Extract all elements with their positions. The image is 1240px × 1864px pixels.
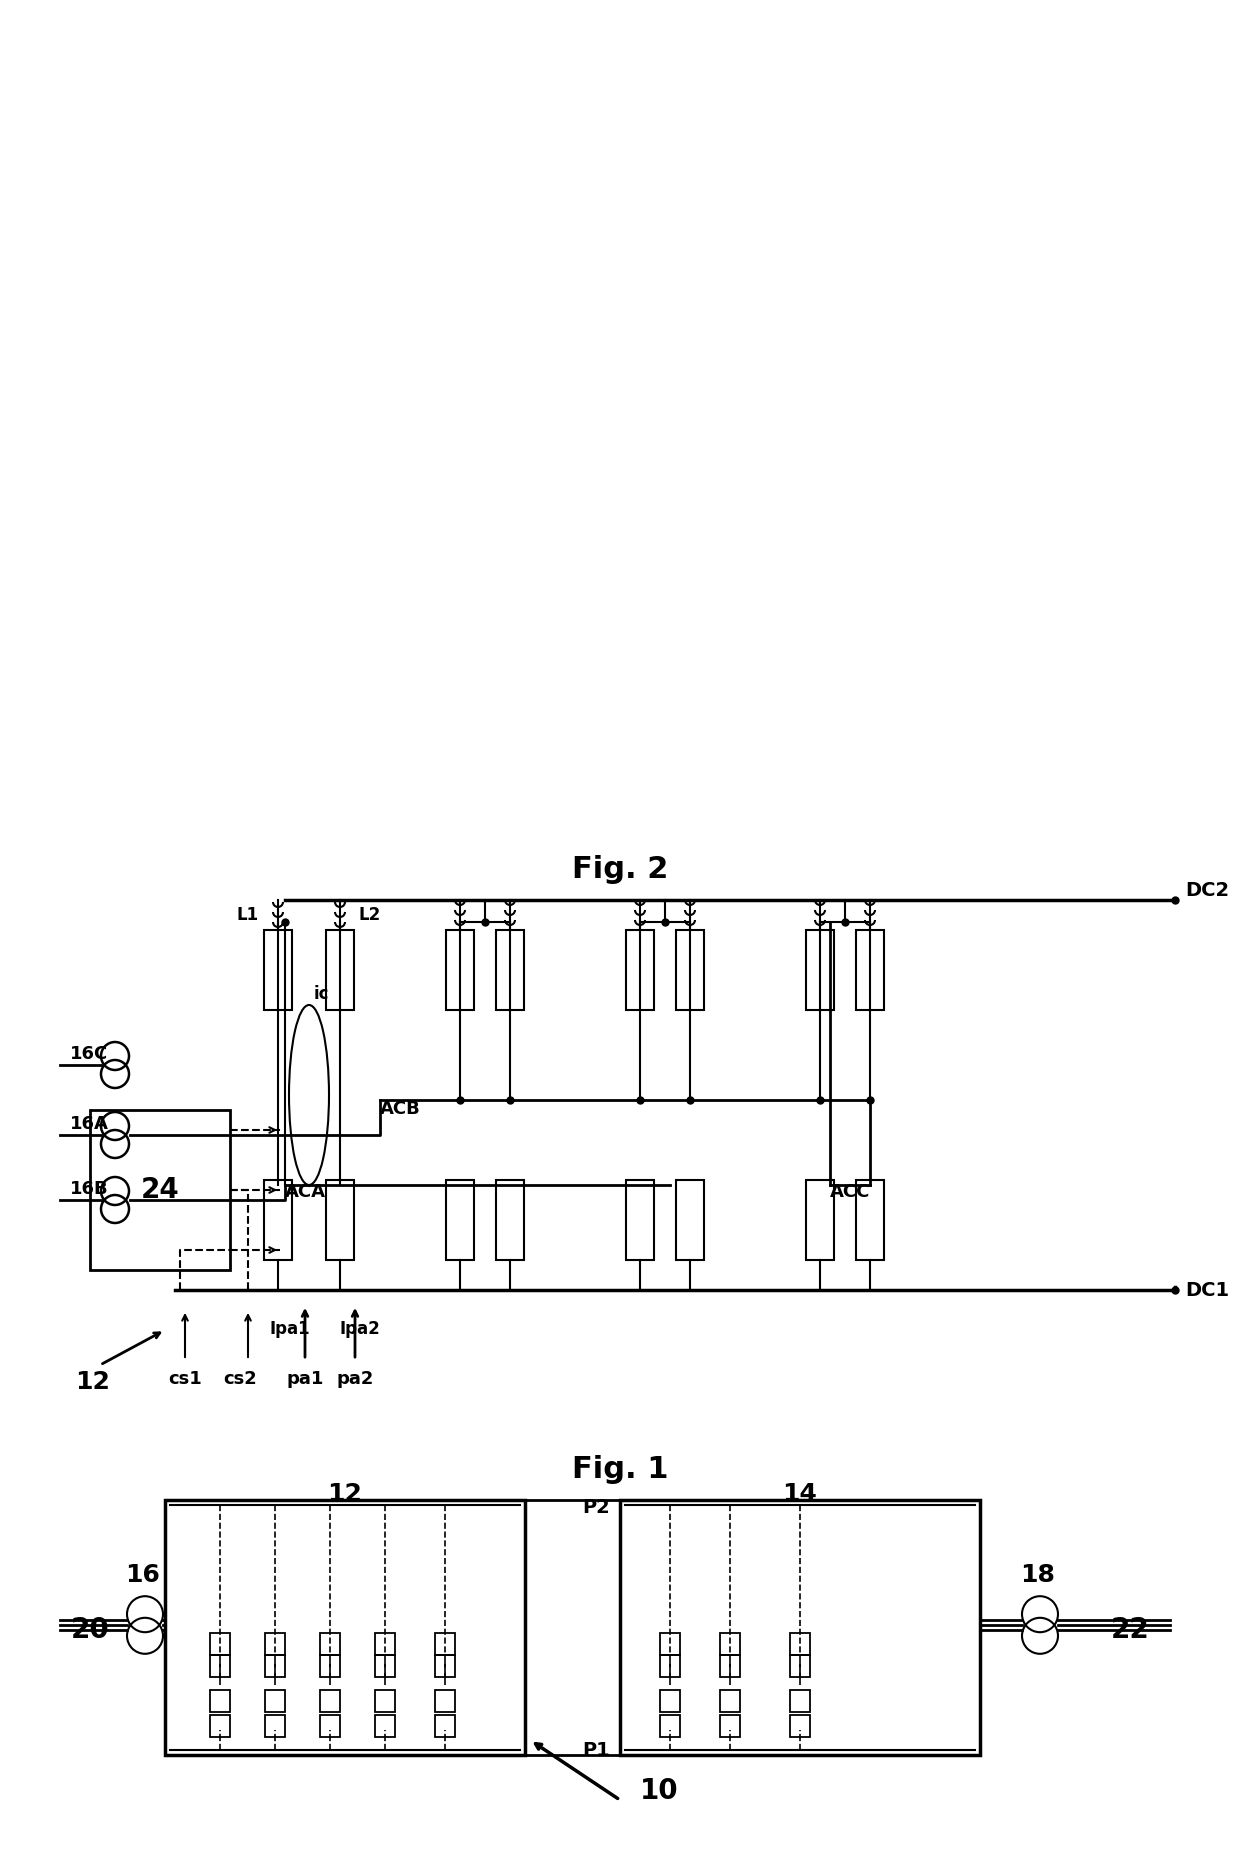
Bar (676, 1180, 704, 1260)
Text: 16: 16 (125, 1564, 160, 1586)
Bar (720, 1715, 740, 1737)
Bar (320, 1691, 340, 1711)
Text: P2: P2 (583, 1499, 610, 1517)
Bar (806, 930, 835, 1010)
Bar (374, 1633, 396, 1655)
Bar (265, 1655, 285, 1676)
Text: 16B: 16B (69, 1180, 109, 1199)
Bar (265, 1691, 285, 1711)
Bar (626, 930, 653, 1010)
Text: ACB: ACB (379, 1100, 420, 1118)
Bar (265, 1715, 285, 1737)
Bar (790, 1633, 810, 1655)
Bar (210, 1691, 229, 1711)
Bar (435, 1691, 455, 1711)
Bar (326, 1180, 353, 1260)
Text: DC2: DC2 (1185, 882, 1229, 900)
Bar (210, 1715, 229, 1737)
Bar (320, 1655, 340, 1676)
Text: 14: 14 (782, 1482, 817, 1506)
Bar (856, 1180, 884, 1260)
Text: 12: 12 (74, 1370, 110, 1394)
Bar (676, 930, 704, 1010)
Bar (496, 1180, 525, 1260)
Bar (374, 1655, 396, 1676)
Bar (660, 1691, 680, 1711)
Text: Fig. 2: Fig. 2 (572, 856, 668, 884)
Bar (720, 1633, 740, 1655)
Bar (264, 1180, 291, 1260)
Bar (264, 930, 291, 1010)
Text: L1: L1 (237, 906, 259, 925)
Bar (660, 1655, 680, 1676)
Text: cs1: cs1 (169, 1370, 202, 1389)
Bar (790, 1691, 810, 1711)
Text: ic: ic (314, 984, 330, 1003)
Text: L2: L2 (360, 906, 381, 925)
Bar (790, 1715, 810, 1737)
Text: Ipa1: Ipa1 (269, 1320, 310, 1338)
Text: 16C: 16C (69, 1046, 108, 1062)
Text: 10: 10 (640, 1776, 678, 1804)
Text: pa1: pa1 (286, 1370, 324, 1389)
Bar (496, 930, 525, 1010)
Text: ACA: ACA (285, 1184, 326, 1200)
Bar (91, 1109, 229, 1269)
Bar (374, 1715, 396, 1737)
Text: Ipa2: Ipa2 (340, 1320, 381, 1338)
Text: ACC: ACC (830, 1184, 870, 1200)
Text: cs2: cs2 (223, 1370, 257, 1389)
Text: 24: 24 (140, 1176, 180, 1204)
Bar (326, 930, 353, 1010)
Bar (660, 1715, 680, 1737)
Text: Fig. 1: Fig. 1 (572, 1456, 668, 1484)
Bar (320, 1715, 340, 1737)
Text: DC1: DC1 (1185, 1281, 1229, 1299)
Bar (320, 1633, 340, 1655)
Bar (720, 1655, 740, 1676)
Bar (790, 1655, 810, 1676)
Text: 18: 18 (1021, 1564, 1055, 1586)
Bar (374, 1691, 396, 1711)
Bar (265, 1633, 285, 1655)
Text: pa2: pa2 (336, 1370, 373, 1389)
Bar (165, 1501, 525, 1756)
Text: 12: 12 (327, 1482, 362, 1506)
Bar (435, 1655, 455, 1676)
Bar (856, 930, 884, 1010)
Bar (806, 1180, 835, 1260)
Bar (210, 1655, 229, 1676)
Bar (435, 1633, 455, 1655)
Text: 22: 22 (1111, 1616, 1149, 1644)
Bar (660, 1633, 680, 1655)
Bar (446, 930, 474, 1010)
Text: 20: 20 (71, 1616, 109, 1644)
Bar (446, 1180, 474, 1260)
Text: 16A: 16A (69, 1115, 109, 1133)
Bar (620, 1501, 980, 1756)
Text: P1: P1 (583, 1741, 610, 1760)
Bar (626, 1180, 653, 1260)
Bar (210, 1633, 229, 1655)
Bar (720, 1691, 740, 1711)
Bar (435, 1715, 455, 1737)
